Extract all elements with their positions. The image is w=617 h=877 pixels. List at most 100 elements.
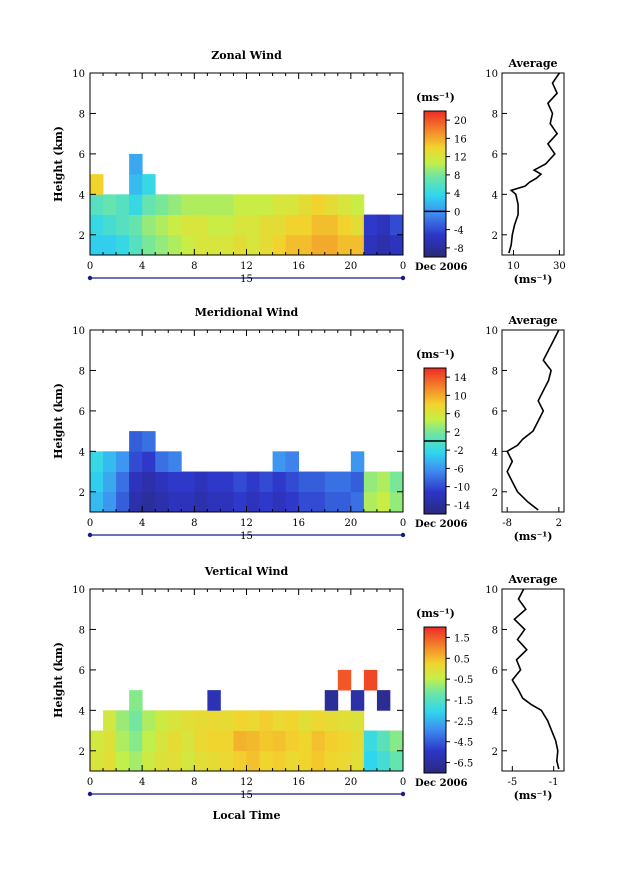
y-tick-label: 4 xyxy=(79,447,85,458)
heatmap-cell xyxy=(259,710,273,731)
heatmap-cell xyxy=(272,491,287,513)
heatmap-cell xyxy=(103,234,117,256)
y-axis-label: Height (km) xyxy=(52,642,65,718)
heatmap-cell xyxy=(194,471,208,493)
heatmap-cell xyxy=(311,471,326,493)
heatmap-cell xyxy=(337,234,352,256)
colorbar-unit: (ms⁻¹) xyxy=(416,91,455,104)
heatmap-cell xyxy=(220,710,234,731)
heatmap-cell xyxy=(181,750,195,772)
colorbar-tick-label: -1.5 xyxy=(454,696,473,707)
heatmap-cell xyxy=(129,174,143,195)
average-title: Average xyxy=(507,573,557,586)
heatmap-cell xyxy=(363,471,378,493)
heatmap-cell xyxy=(363,669,378,691)
heatmap-cell xyxy=(168,730,182,752)
heatmap-cell xyxy=(376,214,391,236)
heatmap-cell xyxy=(90,730,104,752)
heatmap-cell xyxy=(142,750,156,772)
heatmap-cell xyxy=(116,214,130,236)
heatmap-cell xyxy=(142,451,156,472)
heatmap-cell xyxy=(285,730,300,752)
colorbar-tick-label: 1.5 xyxy=(454,633,470,644)
average-frame xyxy=(501,329,565,513)
heatmap-cell xyxy=(350,491,365,513)
heatmap-cell xyxy=(285,451,300,472)
heatmap-cell xyxy=(259,750,273,772)
heatmap-cell xyxy=(389,234,404,256)
average-y-tick-label: 6 xyxy=(492,407,498,418)
heatmap-cell xyxy=(207,730,221,752)
colorbar-tick-label: -4 xyxy=(454,226,464,237)
average-y-tick-label: 2 xyxy=(492,747,498,758)
heatmap-cell xyxy=(389,471,404,493)
y-tick-label: 10 xyxy=(72,69,85,80)
heatmap-cell xyxy=(220,471,234,493)
heatmap-cell xyxy=(363,491,378,513)
average-x-tick-label: -8 xyxy=(502,518,512,529)
heatmap-cell xyxy=(194,194,208,215)
heatmap-cell xyxy=(168,214,182,236)
heatmap-cell xyxy=(129,214,143,236)
heatmap-cell xyxy=(155,214,169,236)
average-x-tick-label: 2 xyxy=(556,518,562,529)
y-tick-label: 8 xyxy=(79,109,85,120)
heatmap-cell xyxy=(155,451,169,472)
heatmap-cell xyxy=(233,750,247,772)
date-axis-endpoint xyxy=(400,532,406,538)
heatmap-cell xyxy=(337,491,352,513)
date-axis-endpoint xyxy=(400,275,406,281)
average-y-tick-label: 10 xyxy=(485,326,498,337)
heatmap-cell xyxy=(129,750,143,772)
heatmap-cell xyxy=(116,730,130,752)
average-title: Average xyxy=(507,314,557,327)
heatmap-cell xyxy=(207,710,221,731)
x-tick-label: 12 xyxy=(240,518,253,529)
y-tick-label: 4 xyxy=(79,190,85,201)
y-tick-label: 4 xyxy=(79,706,85,717)
x-tick-label: 20 xyxy=(344,261,357,272)
average-title: Average xyxy=(507,57,557,70)
heatmap-cell xyxy=(168,451,182,472)
average-y-tick-label: 6 xyxy=(492,150,498,161)
colorbar xyxy=(423,110,447,258)
x-tick-label: 16 xyxy=(292,777,305,788)
heatmap-cell xyxy=(298,710,313,731)
y-tick-label: 2 xyxy=(79,747,85,758)
colorbar-tick-label: -4.5 xyxy=(454,738,473,749)
colorbar xyxy=(423,626,447,774)
heatmap-cell xyxy=(142,174,156,195)
heatmap-cell xyxy=(168,234,182,256)
heatmap-cell xyxy=(376,491,391,513)
heatmap-cell xyxy=(155,471,169,493)
heatmap-cell xyxy=(168,491,182,513)
heatmap-cell xyxy=(246,491,260,513)
heatmap-cell xyxy=(337,669,352,691)
heatmap-cell xyxy=(220,194,234,215)
heatmap-cell xyxy=(298,194,313,215)
average-x-axis-label: (ms⁻¹) xyxy=(514,273,553,286)
average-x-axis-label: (ms⁻¹) xyxy=(514,530,553,543)
heatmap-cell xyxy=(246,471,260,493)
heatmap-cell xyxy=(376,730,391,752)
heatmap-cell xyxy=(142,471,156,493)
heatmap-cell xyxy=(90,750,104,772)
colorbar-tick-label: 14 xyxy=(454,373,467,384)
y-tick-label: 2 xyxy=(79,231,85,242)
y-tick-label: 8 xyxy=(79,366,85,377)
heatmap-cell xyxy=(142,710,156,731)
y-tick-label: 10 xyxy=(72,585,85,596)
x-tick-label: 8 xyxy=(191,777,197,788)
y-tick-label: 6 xyxy=(79,666,85,677)
heatmap-cell xyxy=(376,234,391,256)
heatmap-cell xyxy=(233,194,247,215)
heatmap-cell xyxy=(259,491,273,513)
heatmap-cell xyxy=(103,194,117,215)
heatmap-cell xyxy=(233,234,247,256)
heatmap-cell xyxy=(311,710,326,731)
heatmap-cell xyxy=(168,750,182,772)
heatmap-cell xyxy=(129,153,143,175)
x-tick-label: 0 xyxy=(400,518,406,529)
heatmap-cell xyxy=(168,471,182,493)
heatmap-cell xyxy=(220,234,234,256)
